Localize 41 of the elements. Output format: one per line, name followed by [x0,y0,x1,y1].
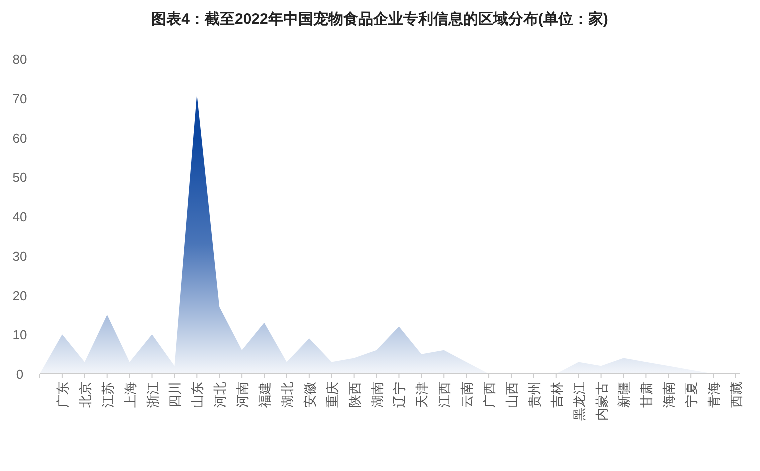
x-tick-label: 河北 [212,382,228,408]
x-tick-label: 广东 [55,382,70,408]
x-tick-label: 青海 [706,382,722,408]
x-tick-label: 浙江 [145,382,160,408]
y-tick-label: 80 [12,52,28,67]
x-tick-label: 重庆 [324,382,340,408]
y-tick-label: 70 [12,91,28,106]
x-tick-label: 广西 [482,382,498,408]
x-tick-label: 江西 [437,382,452,408]
x-tick-label: 安徽 [302,382,318,408]
chart-title: 图表4：截至2022年中国宠物食品企业专利信息的区域分布(单位：家) [152,10,608,28]
x-tick-label: 福建 [258,382,273,408]
y-tick-label: 20 [12,288,28,304]
y-tick-label: 30 [12,248,28,264]
x-tick-label: 河南 [235,382,250,408]
x-tick-label: 宁夏 [684,382,700,408]
x-tick-label: 海南 [662,382,677,408]
x-tick-label: 辽宁 [392,382,408,408]
x-tick-label: 天津 [414,382,430,408]
y-tick-label: 50 [12,170,28,186]
y-tick-label: 40 [12,210,28,224]
x-tick-label: 山东 [190,382,206,408]
x-tick-label: 云南 [460,382,475,408]
x-tick-label: 江苏 [100,382,116,408]
x-tick-label: 吉林 [549,382,564,408]
y-tick-label: 10 [12,328,28,343]
x-tick-label: 湖北 [280,382,295,408]
x-tick-label: 陕西 [347,382,362,408]
x-tick-label: 西藏 [729,382,744,408]
y-tick-label: 60 [12,130,28,146]
x-tick-label: 内蒙古 [594,382,610,421]
x-tick-label: 黑龙江 [572,382,587,421]
x-tick-label: 上海 [122,382,138,408]
x-tick-label: 山西 [504,382,520,408]
y-tick-label: 0 [16,367,24,382]
x-tick-label: 新疆 [616,382,632,408]
x-tick-label: 湖南 [370,382,385,408]
x-tick-label: 贵州 [526,382,542,408]
x-tick-label: 北京 [78,382,93,408]
x-tick-label: 四川 [168,382,183,408]
x-tick-label: 甘肃 [639,382,654,408]
